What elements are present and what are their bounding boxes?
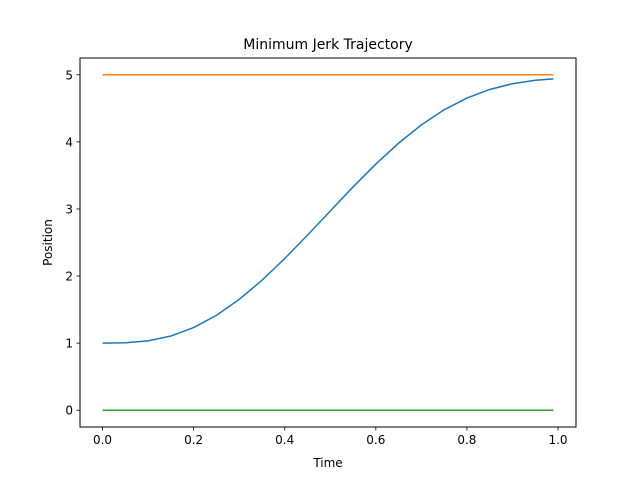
x-tick-label: 0.2 xyxy=(184,433,203,447)
y-axis-label: Position xyxy=(41,219,55,266)
series-line-1 xyxy=(102,78,554,344)
x-axis: 0.0 0.2 0.4 0.6 0.8 1.0 xyxy=(93,427,568,447)
series-layer xyxy=(102,74,554,411)
x-tick-label: 0.4 xyxy=(275,433,294,447)
y-axis: 0 1 2 3 4 5 xyxy=(65,68,80,418)
y-tick-label: 1 xyxy=(65,337,73,351)
x-axis-label: Time xyxy=(312,456,342,470)
x-tick-label: 0.6 xyxy=(366,433,385,447)
y-tick-label: 4 xyxy=(65,135,73,149)
x-tick-label: 0.0 xyxy=(93,433,112,447)
y-tick-label: 2 xyxy=(65,270,73,284)
chart-title: Minimum Jerk Trajectory xyxy=(243,37,413,53)
y-tick-label: 5 xyxy=(65,68,73,82)
x-tick-label: 1.0 xyxy=(548,433,567,447)
plot-frame xyxy=(79,57,577,428)
y-tick-label: 3 xyxy=(65,202,73,216)
y-tick-label: 0 xyxy=(65,404,73,418)
x-tick-label: 0.8 xyxy=(457,433,476,447)
